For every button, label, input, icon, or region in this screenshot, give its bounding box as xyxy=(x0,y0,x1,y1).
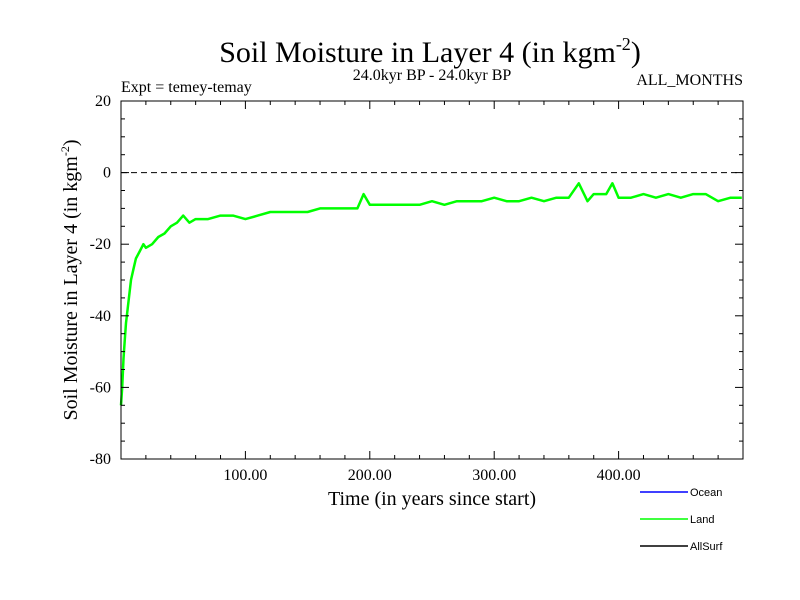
months-label: ALL_MONTHS xyxy=(636,72,743,89)
legend-label-allsurf: AllSurf xyxy=(690,541,723,553)
legend: Ocean Land AllSurf xyxy=(640,487,723,553)
ticks-layer: -80 -60 -40 -20 0 20 100.00 200.00 300.00 400.00 xyxy=(90,93,743,484)
x-tick-label: 100.00 xyxy=(223,467,267,484)
x-tick-label: 400.00 xyxy=(597,467,641,484)
legend-label-land: Land xyxy=(690,514,714,526)
legend-label-ocean: Ocean xyxy=(690,487,722,499)
y-tick-label: 0 xyxy=(103,165,111,182)
experiment-label: Expt = temey-temay xyxy=(121,79,252,96)
y-tick-label: -20 xyxy=(90,236,111,253)
series-layer xyxy=(119,182,742,406)
y-tick-label: -80 xyxy=(90,451,111,468)
x-tick-label: 300.00 xyxy=(472,467,516,484)
y-tick-label: -60 xyxy=(90,379,111,396)
x-axis-label: Time (in years since start) xyxy=(328,488,536,510)
plot-frame xyxy=(120,100,744,460)
y-tick-label: -40 xyxy=(90,308,111,325)
y-axis-label: Soil Moisture in Layer 4 (in kgm-2) xyxy=(58,139,82,420)
period-label: 24.0kyr BP - 24.0kyr BP xyxy=(353,67,512,84)
x-tick-label: 200.00 xyxy=(348,467,392,484)
y-tick-label: 20 xyxy=(95,93,111,110)
chart-title: Soil Moisture in Layer 4 (in kgm-2) xyxy=(219,34,641,69)
series-line-land xyxy=(119,182,742,406)
